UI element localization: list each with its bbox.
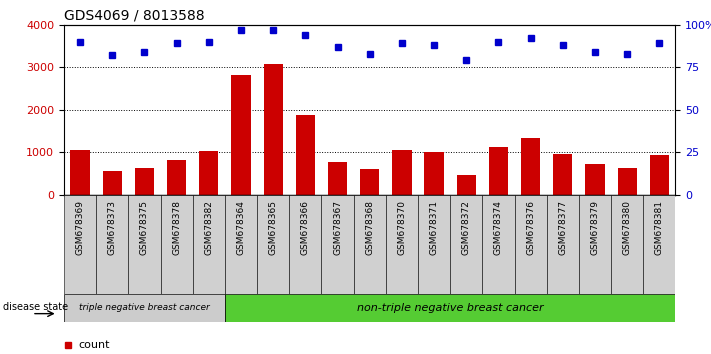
Text: GSM678382: GSM678382 <box>204 200 213 255</box>
Bar <box>289 195 321 294</box>
Bar <box>579 195 611 294</box>
Bar <box>328 162 347 195</box>
Text: GSM678373: GSM678373 <box>108 200 117 255</box>
Bar <box>353 195 386 294</box>
Text: GSM678368: GSM678368 <box>365 200 374 255</box>
Bar <box>392 150 412 195</box>
Text: GSM678365: GSM678365 <box>269 200 278 255</box>
Text: GSM678370: GSM678370 <box>397 200 407 255</box>
Bar <box>424 152 444 195</box>
Bar <box>96 195 129 294</box>
Bar <box>585 164 604 195</box>
Bar <box>225 195 257 294</box>
Bar <box>161 195 193 294</box>
Text: GSM678367: GSM678367 <box>333 200 342 255</box>
Bar <box>257 195 289 294</box>
Bar <box>225 294 675 322</box>
Bar <box>167 160 186 195</box>
Bar <box>321 195 353 294</box>
Bar <box>521 138 540 195</box>
Text: GSM678376: GSM678376 <box>526 200 535 255</box>
Text: GSM678377: GSM678377 <box>558 200 567 255</box>
Bar <box>418 195 450 294</box>
Bar <box>456 175 476 195</box>
Bar <box>650 155 669 195</box>
Bar <box>129 195 161 294</box>
Bar <box>515 195 547 294</box>
Text: GSM678379: GSM678379 <box>591 200 599 255</box>
Text: GSM678372: GSM678372 <box>461 200 471 255</box>
Text: GSM678371: GSM678371 <box>429 200 439 255</box>
Text: triple negative breast cancer: triple negative breast cancer <box>79 303 210 313</box>
Bar <box>547 195 579 294</box>
Text: GSM678375: GSM678375 <box>140 200 149 255</box>
Text: GDS4069 / 8013588: GDS4069 / 8013588 <box>64 8 205 22</box>
Text: GSM678381: GSM678381 <box>655 200 664 255</box>
Text: GSM678378: GSM678378 <box>172 200 181 255</box>
Bar <box>618 169 637 195</box>
Bar <box>199 152 218 195</box>
Bar <box>64 294 225 322</box>
Text: GSM678380: GSM678380 <box>623 200 631 255</box>
Text: GSM678374: GSM678374 <box>494 200 503 255</box>
Text: non-triple negative breast cancer: non-triple negative breast cancer <box>357 303 543 313</box>
Text: GSM678369: GSM678369 <box>75 200 85 255</box>
Text: GSM678364: GSM678364 <box>237 200 245 255</box>
Bar <box>386 195 418 294</box>
Bar <box>360 169 380 195</box>
Bar <box>264 64 283 195</box>
Text: disease state: disease state <box>4 302 68 312</box>
Bar <box>231 75 251 195</box>
Bar <box>70 150 90 195</box>
Bar <box>643 195 675 294</box>
Bar <box>135 168 154 195</box>
Bar <box>450 195 482 294</box>
Bar <box>482 195 515 294</box>
Bar <box>611 195 643 294</box>
Text: count: count <box>79 340 110 350</box>
Text: GSM678366: GSM678366 <box>301 200 310 255</box>
Bar <box>64 195 96 294</box>
Bar <box>488 147 508 195</box>
Bar <box>296 115 315 195</box>
Bar <box>102 171 122 195</box>
Bar <box>553 154 572 195</box>
Bar <box>193 195 225 294</box>
